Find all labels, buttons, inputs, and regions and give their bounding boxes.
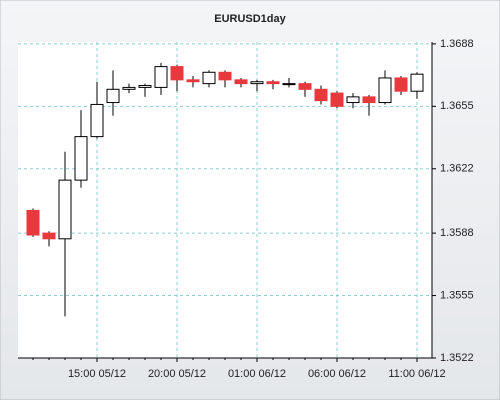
candle-body <box>218 71 232 81</box>
candle-body <box>346 96 360 104</box>
candle-body <box>154 66 168 88</box>
candle-body <box>298 83 312 90</box>
marks-layer <box>26 62 424 317</box>
candle-body <box>250 81 264 85</box>
candle-body <box>394 77 408 92</box>
candle-body <box>186 79 200 83</box>
candle-body <box>42 232 56 240</box>
candle-body <box>170 66 184 81</box>
candle-body <box>410 73 424 92</box>
candle-body <box>74 136 88 181</box>
candle-body <box>202 71 216 85</box>
candle-body <box>266 81 280 85</box>
candle-body <box>58 179 72 240</box>
y-tick-label: 1.3688 <box>440 38 474 50</box>
y-tick-label: 1.3655 <box>440 100 474 112</box>
x-tick-label: 01:00 06/12 <box>228 368 286 380</box>
candle-body <box>138 85 152 88</box>
candle-body <box>26 209 40 236</box>
x-tick-label: 06:00 06/12 <box>308 368 366 380</box>
x-tick-label: 15:00 05/12 <box>68 368 126 380</box>
candle-body <box>362 96 376 104</box>
y-tick-label: 1.3522 <box>440 352 474 364</box>
x-tick-label: 20:00 05/12 <box>148 368 206 380</box>
y-tick-label: 1.3588 <box>440 227 474 239</box>
candle-body <box>122 86 136 90</box>
x-tick-label: 11:00 06/12 <box>388 368 445 380</box>
y-tick-label: 1.3555 <box>440 289 474 301</box>
plot-area <box>18 42 432 358</box>
candle-body <box>314 88 328 102</box>
candle-body <box>106 88 120 104</box>
candle-body <box>234 79 248 85</box>
candle-body <box>330 92 344 107</box>
chart-title: EURUSD1day <box>214 13 286 25</box>
candle-body <box>90 103 104 138</box>
candle-body <box>378 77 392 104</box>
candle-body <box>282 83 296 86</box>
y-tick-label: 1.3622 <box>440 163 474 175</box>
